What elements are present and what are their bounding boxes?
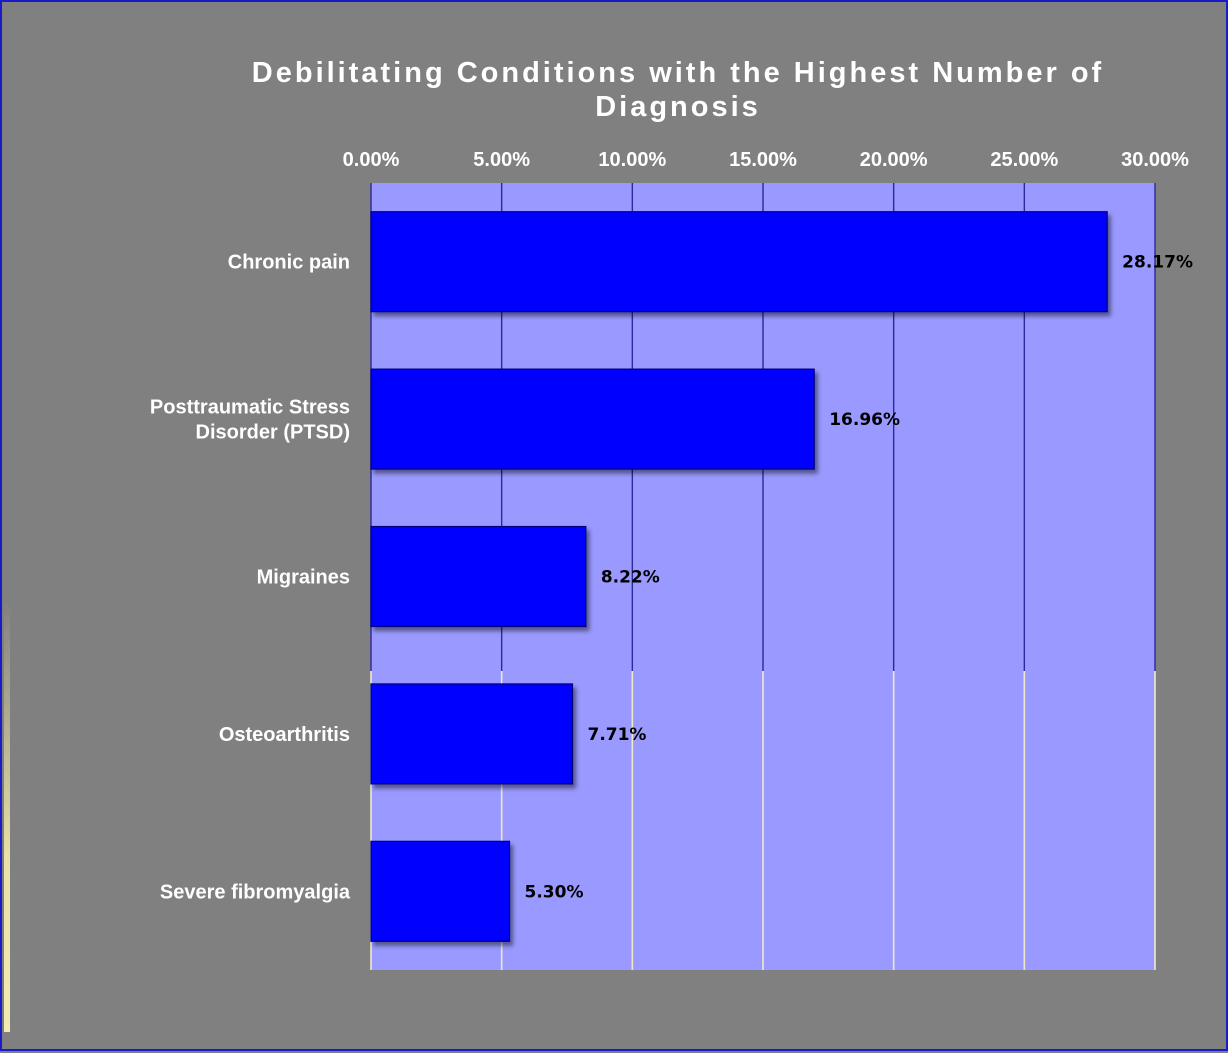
data-labels: 28.17% 16.96% 8.22% 7.71% 5.30% <box>525 253 1193 903</box>
x-axis-ticks: 0.00% 5.00% 10.00% 15.00% 20.00% 25.00% 30.00% <box>343 149 1189 171</box>
bar-1 <box>370 368 815 470</box>
category-label-3: Osteoarthritis <box>219 724 350 746</box>
x-tick-label-4: 20.00% <box>860 149 928 171</box>
x-tick-label-0: 0.00% <box>343 149 400 171</box>
bar-4 <box>370 840 511 942</box>
x-tick-label-6: 30.00% <box>1121 149 1189 171</box>
chart-title-line-1: Debilitating Conditions with the Highest… <box>252 57 1104 89</box>
data-label-1: 16.96% <box>829 410 900 430</box>
chart-title-line-2: Diagnosis <box>595 91 761 123</box>
bars <box>370 211 1108 942</box>
bar-3 <box>370 683 574 785</box>
data-label-4: 5.30% <box>525 882 584 902</box>
data-label-3: 7.71% <box>587 725 646 745</box>
edge-highlight <box>4 602 10 1032</box>
x-tick-label-3: 15.00% <box>729 149 797 171</box>
x-tick-label-5: 25.00% <box>990 149 1058 171</box>
category-label-4: Severe fibromyalgia <box>160 881 351 903</box>
x-tick-label-1: 5.00% <box>473 149 530 171</box>
category-label-0: Chronic pain <box>228 252 350 274</box>
x-tick-label-2: 10.00% <box>598 149 666 171</box>
data-label-0: 28.17% <box>1122 253 1193 273</box>
data-label-2: 8.22% <box>601 568 660 588</box>
category-label-2: Migraines <box>257 567 350 589</box>
category-label-1: Posttraumatic Stress Disorder (PTSD) <box>150 397 350 444</box>
category-labels: Chronic pain Posttraumatic Stress Disorder… <box>150 252 351 904</box>
bar-2 <box>370 525 587 628</box>
bar-0 <box>370 211 1108 313</box>
